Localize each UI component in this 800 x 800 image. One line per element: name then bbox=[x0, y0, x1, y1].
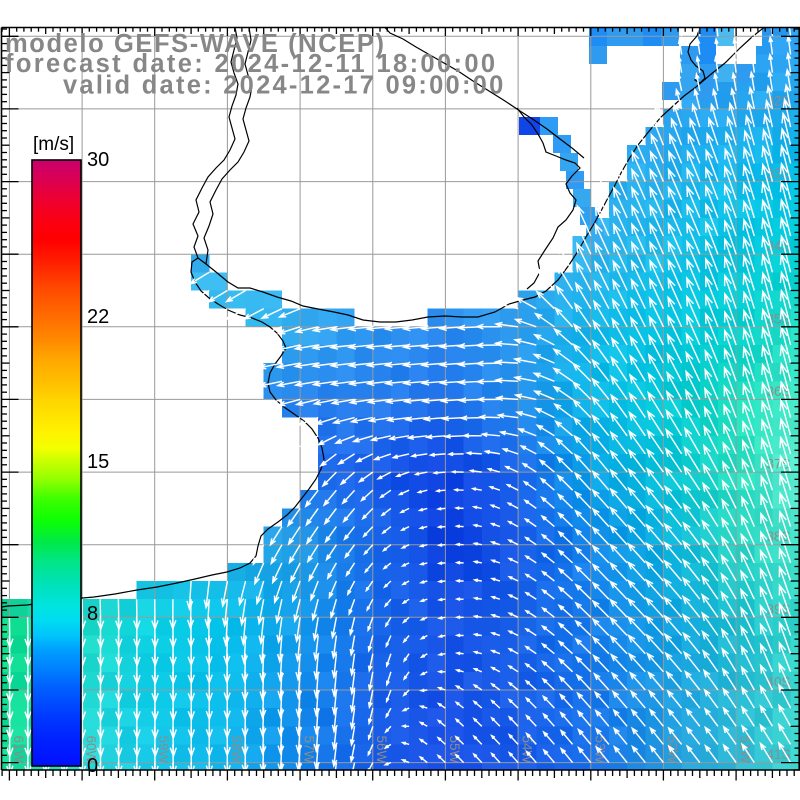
svg-text:41S: 41S bbox=[766, 747, 790, 762]
svg-text:15: 15 bbox=[87, 451, 109, 473]
svg-text:61W: 61W bbox=[11, 736, 26, 764]
svg-text:40S: 40S bbox=[766, 675, 790, 690]
svg-text:59W: 59W bbox=[156, 736, 171, 764]
svg-text:forecast date: 2024-12-11 18:0: forecast date: 2024-12-11 18:00:00 bbox=[5, 50, 497, 78]
svg-text:22: 22 bbox=[87, 306, 109, 328]
svg-text:valid date: 2024-12-17 09:00:0: valid date: 2024-12-17 09:00:00 bbox=[63, 72, 506, 100]
svg-text:57W: 57W bbox=[302, 736, 317, 764]
svg-text:0: 0 bbox=[87, 755, 98, 777]
svg-text:30: 30 bbox=[87, 149, 109, 171]
svg-text:60W: 60W bbox=[84, 736, 99, 764]
svg-text:[m/s]: [m/s] bbox=[33, 134, 74, 155]
svg-text:39S: 39S bbox=[766, 602, 790, 617]
svg-text:38S: 38S bbox=[766, 529, 790, 544]
svg-text:56W: 56W bbox=[374, 736, 389, 764]
svg-text:modelo GEFS-WAVE (NCEP): modelo GEFS-WAVE (NCEP) bbox=[5, 30, 386, 58]
svg-text:58W: 58W bbox=[229, 736, 244, 764]
svg-text:8: 8 bbox=[87, 603, 98, 625]
